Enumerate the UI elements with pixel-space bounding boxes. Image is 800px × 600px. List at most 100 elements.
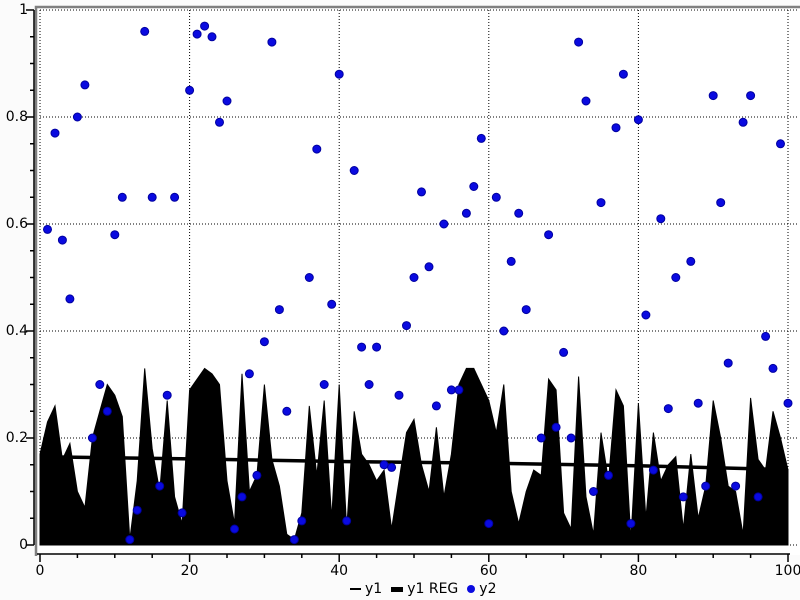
scatter-point-y2 (379, 460, 389, 470)
dot-swatch-icon (467, 585, 476, 593)
scatter-point-y2 (162, 390, 172, 400)
scatter-point-y2 (559, 347, 569, 357)
y-tick-label: 0.8 (5, 109, 28, 125)
scatter-point-y2 (663, 404, 673, 414)
scatter-point-y2 (753, 492, 763, 502)
scatter-point-y2 (536, 433, 546, 443)
scatter-point-y2 (207, 32, 217, 42)
scatter-point-y2 (731, 481, 741, 491)
scatter-point-y2 (65, 294, 75, 304)
scatter-point-y2 (132, 505, 142, 515)
scatter-point-y2 (446, 385, 456, 395)
scatter-point-y2 (521, 305, 531, 315)
scatter-point-y2 (95, 380, 105, 389)
scatter-point-y2 (596, 198, 606, 208)
scatter-point-y2 (641, 310, 651, 320)
scatter-point-y2 (761, 331, 771, 341)
thick-line-swatch-icon (391, 586, 404, 592)
regression-line-y1-reg (39, 454, 789, 472)
scatter-point-y2 (491, 192, 501, 202)
scatter-point-y2 (87, 433, 97, 443)
scatter-point-y2 (274, 305, 284, 315)
scatter-point-y2 (783, 398, 793, 408)
scatter-point-y2 (648, 465, 658, 475)
scatter-point-y2 (454, 385, 464, 395)
x-tick-label: 100 (774, 563, 800, 579)
scatter-point-y2 (618, 69, 628, 79)
scatter-point-y2 (776, 139, 785, 149)
legend-item-y1-reg: y1 REG (391, 581, 458, 597)
scatter-point-y2 (50, 128, 60, 138)
scatter-point-y2 (312, 144, 322, 154)
scatter-point-y2 (170, 192, 180, 202)
scatter-point-y2 (387, 462, 397, 472)
scatter-point-y2 (342, 516, 352, 526)
scatter-point-y2 (469, 182, 479, 191)
scatter-point-y2 (424, 262, 434, 272)
scatter-point-y2 (237, 492, 247, 502)
legend-label-y1: y1 (365, 581, 383, 597)
scatter-point-y2 (372, 342, 382, 352)
scatter-point-y2 (626, 519, 636, 529)
scatter-point-y2 (177, 508, 187, 518)
scatter-point-y2 (215, 117, 224, 127)
scatter-point-y2 (633, 115, 643, 125)
scatter-point-y2 (297, 516, 307, 526)
x-tick-label: 40 (330, 563, 349, 579)
scatter-point-y2 (461, 208, 471, 218)
scatter-point-y2 (604, 470, 613, 480)
scatter-point-y2 (514, 208, 524, 218)
scatter-point-y2 (230, 524, 239, 534)
scatter-point-y2 (589, 487, 598, 496)
scatter-point-y2 (402, 321, 411, 331)
thin-line-swatch-icon (350, 588, 361, 590)
scatter-point-y2 (155, 481, 165, 491)
scatter-point-y2 (581, 96, 591, 106)
x-tick-label: 20 (180, 563, 199, 579)
scatter-point-y2 (394, 390, 404, 400)
scatter-point-y2 (244, 369, 254, 379)
legend-item-y2: y2 (467, 581, 496, 597)
plot-frame (34, 5, 800, 556)
y-tick-label: 0.2 (5, 430, 28, 446)
scatter-point-y2 (678, 492, 688, 502)
scatter-point-y2 (499, 326, 509, 336)
y-tick-label: 0 (19, 537, 28, 553)
scatter-point-y2 (192, 29, 202, 39)
legend-label-y1-reg: y1 REG (407, 581, 459, 597)
scatter-point-y2 (611, 123, 621, 133)
scatter-point-y2 (551, 422, 561, 432)
scatter-point-y2 (701, 481, 711, 491)
scatter-point-y2 (334, 69, 344, 79)
scatter-point-y2 (252, 470, 262, 480)
x-tick-label: 80 (629, 563, 648, 579)
y-tick-label: 1 (19, 2, 28, 18)
scatter-point-y2 (289, 535, 299, 545)
scatter-point-y2 (693, 398, 703, 408)
scatter-point-y2 (364, 380, 374, 389)
scatter-point-y2 (319, 380, 329, 389)
scatter-point-y2 (140, 26, 150, 36)
scatter-point-y2 (476, 133, 486, 143)
scatter-point-y2 (544, 230, 554, 240)
scatter-point-y2 (708, 91, 718, 101)
scatter-point-y2 (80, 80, 90, 90)
scatter-point-y2 (746, 91, 756, 101)
scatter-point-y2 (125, 535, 135, 545)
x-tick-label: 0 (35, 563, 45, 579)
scatter-point-y2 (768, 363, 778, 373)
scatter-point-y2 (566, 433, 576, 443)
scatter-point-y2 (259, 337, 269, 347)
y-tick-label: 0.6 (5, 216, 28, 232)
scatter-point-y2 (72, 112, 82, 122)
scatter-point-y2 (267, 37, 277, 47)
scatter-point-y2 (43, 224, 52, 234)
scatter-point-y2 (357, 342, 367, 352)
scatter-point-y2 (716, 198, 726, 208)
scatter-point-y2 (484, 519, 494, 529)
scatter-point-y2 (200, 21, 210, 31)
scatter-point-y2 (439, 219, 449, 229)
scatter-point-y2 (57, 235, 67, 245)
